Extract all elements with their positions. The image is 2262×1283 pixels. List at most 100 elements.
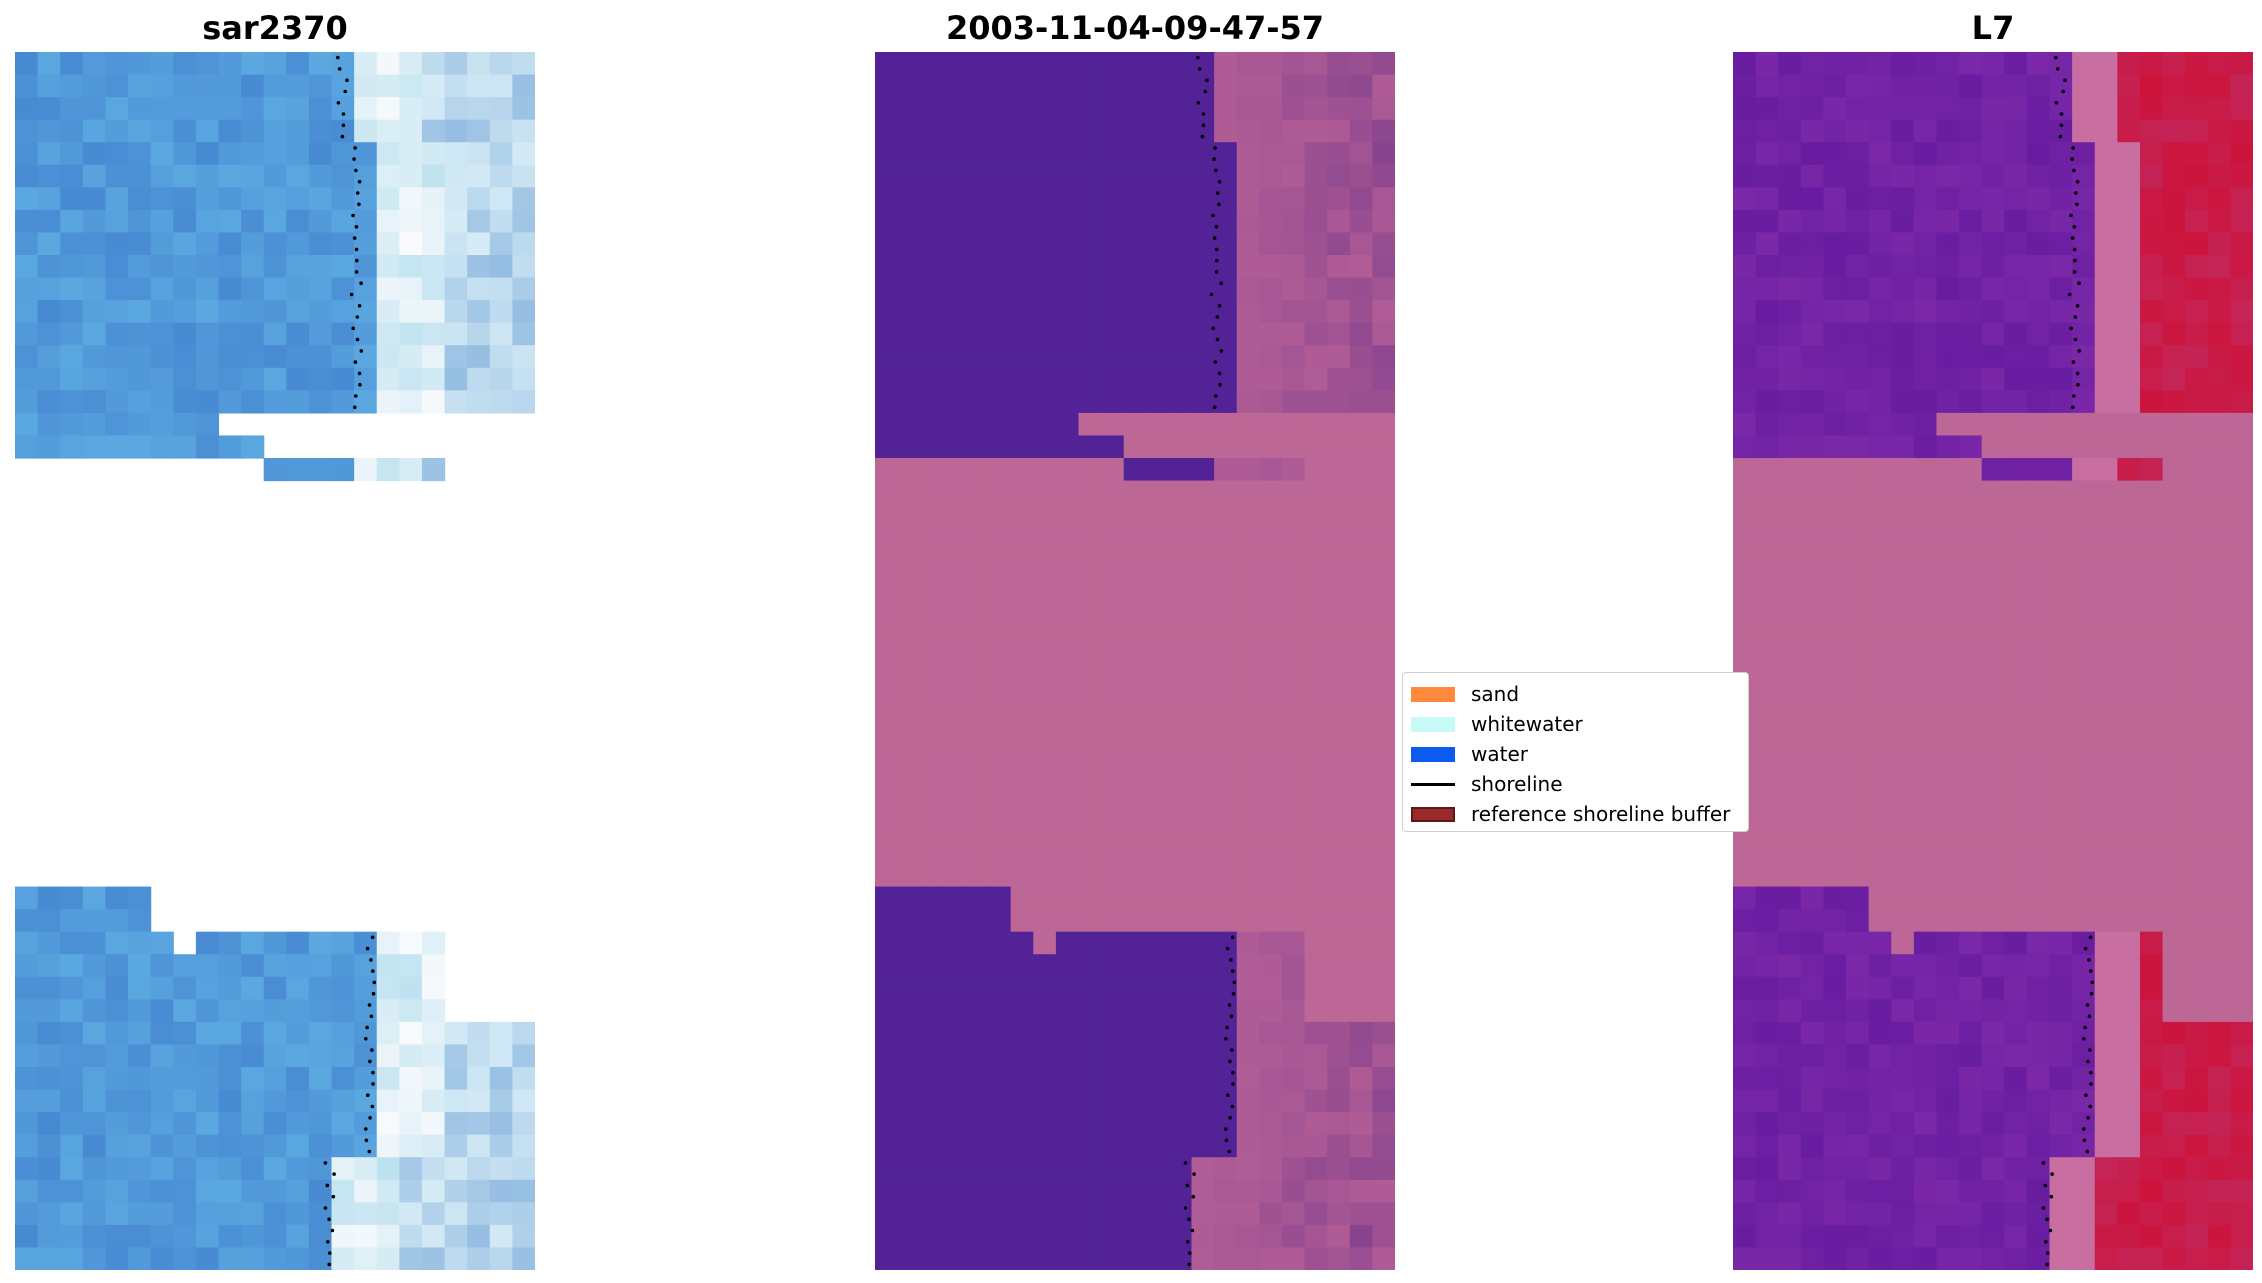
image-pixel bbox=[2049, 1067, 2073, 1091]
image-pixel bbox=[1936, 1202, 1960, 1226]
image-pixel bbox=[1800, 728, 1825, 752]
image-pixel bbox=[128, 345, 152, 369]
image-pixel bbox=[2004, 458, 2028, 482]
image-pixel bbox=[2230, 683, 2253, 707]
image-pixel bbox=[2185, 954, 2209, 978]
image-pixel bbox=[1055, 300, 1080, 324]
image-pixel bbox=[1259, 97, 1283, 121]
image-pixel bbox=[1372, 322, 1395, 346]
image-pixel bbox=[1733, 52, 1757, 76]
image-pixel bbox=[942, 1089, 967, 1113]
image-pixel bbox=[218, 209, 242, 234]
image-pixel bbox=[2230, 480, 2253, 504]
image-pixel bbox=[875, 1021, 899, 1046]
image-pixel bbox=[1823, 1134, 1847, 1158]
image-pixel bbox=[1304, 232, 1328, 256]
image-pixel bbox=[1101, 74, 1125, 98]
image-pixel bbox=[444, 1021, 468, 1046]
image-pixel bbox=[173, 187, 197, 211]
image-pixel bbox=[920, 909, 944, 933]
image-pixel bbox=[218, 1021, 242, 1046]
image-pixel bbox=[1259, 1247, 1283, 1270]
image-pixel bbox=[1214, 97, 1238, 121]
image-pixel bbox=[942, 164, 967, 188]
image-pixel bbox=[1755, 255, 1779, 279]
image-pixel bbox=[1981, 773, 2005, 797]
image-pixel bbox=[942, 728, 967, 752]
shoreline-point bbox=[343, 89, 348, 94]
image-pixel bbox=[173, 390, 197, 414]
image-pixel bbox=[354, 142, 378, 166]
image-pixel bbox=[1959, 367, 1983, 391]
image-pixel bbox=[875, 1202, 899, 1226]
image-pixel bbox=[1755, 390, 1779, 414]
image-pixel bbox=[1891, 164, 1915, 188]
image-pixel bbox=[173, 999, 197, 1023]
image-pixel bbox=[2049, 615, 2073, 640]
image-pixel bbox=[1055, 322, 1080, 346]
image-pixel bbox=[241, 345, 265, 369]
image-pixel bbox=[15, 142, 39, 166]
image-pixel bbox=[2072, 728, 2096, 752]
image-pixel bbox=[489, 322, 513, 346]
rgb-image-panel bbox=[15, 52, 535, 1270]
image-pixel bbox=[1214, 954, 1238, 978]
image-pixel bbox=[2072, 345, 2096, 369]
image-pixel bbox=[2207, 1202, 2231, 1226]
image-pixel bbox=[286, 999, 310, 1023]
image-pixel bbox=[2026, 909, 2051, 933]
image-pixel bbox=[1891, 615, 1915, 640]
image-pixel bbox=[1033, 1202, 1057, 1226]
image-pixel bbox=[1281, 661, 1306, 685]
shoreline-point bbox=[1188, 1251, 1192, 1255]
image-pixel bbox=[2004, 187, 2028, 211]
image-pixel bbox=[1281, 1067, 1306, 1091]
image-pixel bbox=[2230, 142, 2253, 166]
image-pixel bbox=[988, 954, 1012, 978]
shoreline-point bbox=[2089, 1070, 2093, 1075]
image-pixel bbox=[2185, 119, 2209, 143]
image-pixel bbox=[263, 322, 287, 346]
image-pixel bbox=[1146, 683, 1170, 707]
image-pixel bbox=[1304, 751, 1328, 775]
image-pixel bbox=[82, 300, 107, 324]
image-pixel bbox=[1168, 367, 1193, 391]
image-pixel bbox=[897, 435, 921, 459]
image-pixel bbox=[2049, 480, 2073, 504]
shoreline-point bbox=[2041, 1161, 2046, 1165]
image-pixel bbox=[2207, 931, 2231, 955]
image-pixel bbox=[2230, 751, 2253, 775]
image-pixel bbox=[2185, 480, 2209, 504]
image-pixel bbox=[1214, 164, 1238, 188]
image-pixel bbox=[2230, 638, 2253, 662]
image-pixel bbox=[1168, 119, 1193, 143]
image-pixel bbox=[2230, 345, 2253, 369]
image-pixel bbox=[1123, 1134, 1147, 1158]
image-pixel bbox=[1259, 525, 1283, 549]
image-pixel bbox=[875, 638, 899, 662]
image-pixel bbox=[1281, 751, 1306, 775]
image-pixel bbox=[1913, 548, 1938, 572]
image-pixel bbox=[308, 1134, 333, 1158]
image-pixel bbox=[1778, 142, 1802, 166]
image-pixel bbox=[1123, 300, 1147, 324]
image-pixel bbox=[2139, 661, 2164, 685]
image-pixel bbox=[1010, 412, 1034, 437]
image-pixel bbox=[1236, 931, 1260, 955]
image-pixel bbox=[1778, 503, 1802, 527]
image-pixel bbox=[1327, 864, 1351, 888]
image-pixel bbox=[2049, 683, 2073, 707]
image-pixel bbox=[2004, 841, 2028, 865]
image-pixel bbox=[2072, 976, 2096, 1000]
image-pixel bbox=[920, 796, 944, 820]
image-pixel bbox=[1214, 209, 1238, 234]
image-pixel bbox=[965, 548, 989, 572]
image-pixel bbox=[1327, 412, 1351, 437]
shoreline-point bbox=[357, 371, 362, 376]
image-pixel bbox=[1146, 187, 1170, 211]
image-pixel bbox=[2230, 322, 2253, 346]
image-pixel bbox=[150, 435, 174, 459]
image-pixel bbox=[2094, 751, 2118, 775]
image-pixel bbox=[1236, 1089, 1260, 1113]
image-pixel bbox=[376, 1089, 400, 1113]
